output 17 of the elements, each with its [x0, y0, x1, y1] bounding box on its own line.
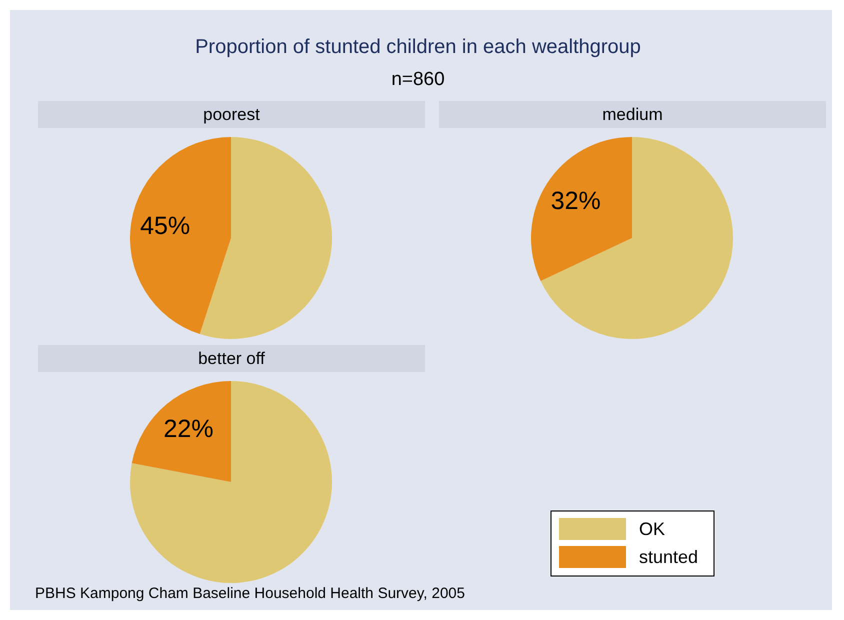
data-label: 22% [163, 415, 214, 444]
pie-slice [132, 381, 231, 482]
pie-slice [130, 381, 332, 583]
data-label: 32% [550, 186, 601, 215]
chart-title: better off [198, 349, 266, 368]
pie-slice [540, 137, 733, 339]
pie-slice [200, 137, 332, 339]
chart-title: poorest [203, 105, 260, 124]
legend-label: OK [639, 518, 666, 539]
pie-slice [130, 137, 231, 334]
legend-label: stunted [639, 546, 698, 567]
text: PBHS Kampong Cham Baseline Household Health Survey, 2005 [35, 585, 465, 602]
data-label: 45% [140, 212, 190, 240]
pie-slice [531, 137, 632, 282]
text: n=860 [391, 69, 445, 90]
chart-title: medium [602, 105, 663, 124]
text: Proportion of stunted children in each wealthgroup [195, 36, 641, 58]
